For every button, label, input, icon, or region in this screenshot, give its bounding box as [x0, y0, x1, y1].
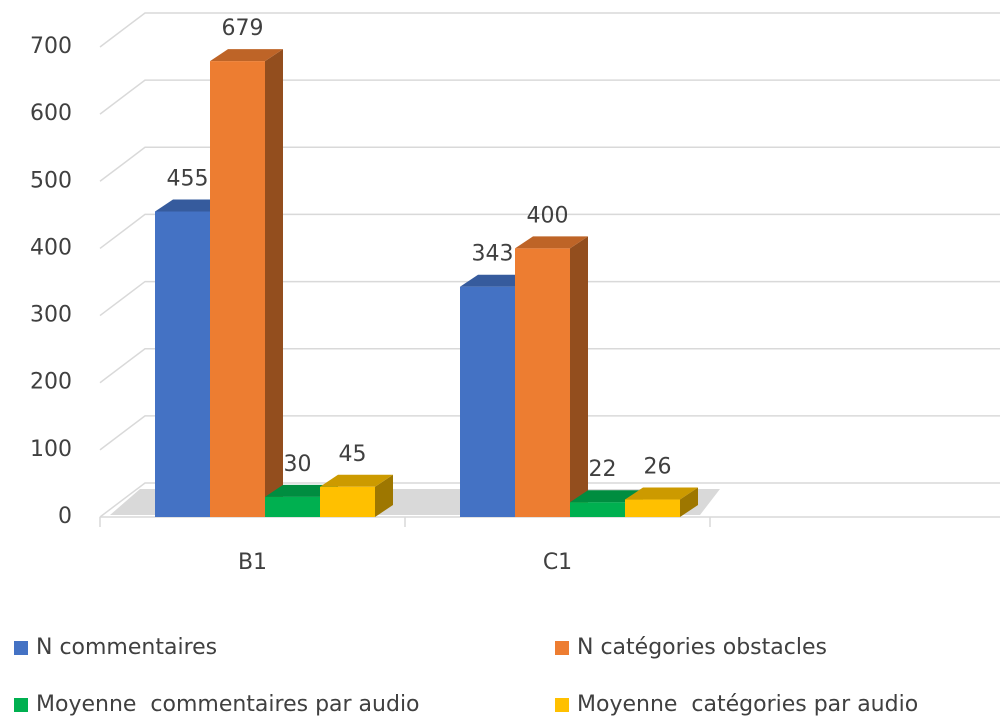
bar: [265, 496, 320, 517]
data-label: 343: [472, 242, 514, 267]
y-tick-label: 200: [30, 370, 72, 395]
bar-side: [680, 487, 698, 517]
bar-top: [155, 199, 228, 212]
bar-side: [375, 474, 393, 517]
grid-line: [99, 415, 1000, 451]
data-label: 400: [527, 203, 569, 228]
legend-label: Moyenne commentaires par audio: [36, 692, 420, 717]
data-label: 22: [589, 457, 617, 482]
legend-swatch: [555, 698, 569, 712]
bar-top: [210, 49, 283, 62]
grid-line: [99, 12, 1000, 48]
bar: [155, 211, 210, 517]
grid-line: [99, 146, 1000, 182]
y-tick-label: 400: [30, 235, 72, 260]
grid-line: [99, 482, 1000, 518]
data-label: 30: [284, 452, 312, 477]
bar-side: [570, 236, 588, 517]
data-label: 455: [167, 167, 209, 192]
x-tick-label: B1: [238, 550, 267, 575]
bar: [625, 499, 680, 517]
y-tick-label: 0: [58, 504, 72, 529]
grid-line: [99, 213, 1000, 250]
bar: [570, 502, 625, 517]
bar-top: [320, 474, 393, 487]
grid-line: [99, 79, 1000, 115]
bar-top: [515, 236, 588, 249]
y-tick-label: 100: [30, 437, 72, 462]
y-tick-label: 600: [30, 101, 72, 126]
legend-swatch: [555, 641, 569, 655]
bar-top: [570, 490, 643, 503]
legend-label: N catégories obstacles: [577, 635, 827, 660]
bar-top: [265, 484, 338, 497]
bar-top: [460, 274, 533, 287]
data-label: 26: [644, 455, 672, 480]
data-label: 679: [222, 16, 264, 41]
legend-label: N commentaires: [36, 635, 217, 660]
legend-swatch: [14, 698, 28, 712]
grid-line: [99, 280, 1000, 317]
y-tick-label: 300: [30, 303, 72, 328]
bar: [210, 61, 265, 517]
y-tick-label: 500: [30, 168, 72, 193]
bar-side: [265, 49, 283, 517]
legend-label: Moyenne catégories par audio: [577, 692, 918, 717]
grid-line: [99, 347, 1000, 384]
y-tick-label: 700: [30, 34, 72, 59]
x-tick-label: C1: [543, 550, 572, 575]
bar: [515, 248, 570, 517]
legend-swatch: [14, 641, 28, 655]
bar: [460, 286, 515, 517]
bar-top: [625, 487, 698, 500]
bar: [320, 486, 375, 517]
data-label: 45: [339, 442, 367, 467]
